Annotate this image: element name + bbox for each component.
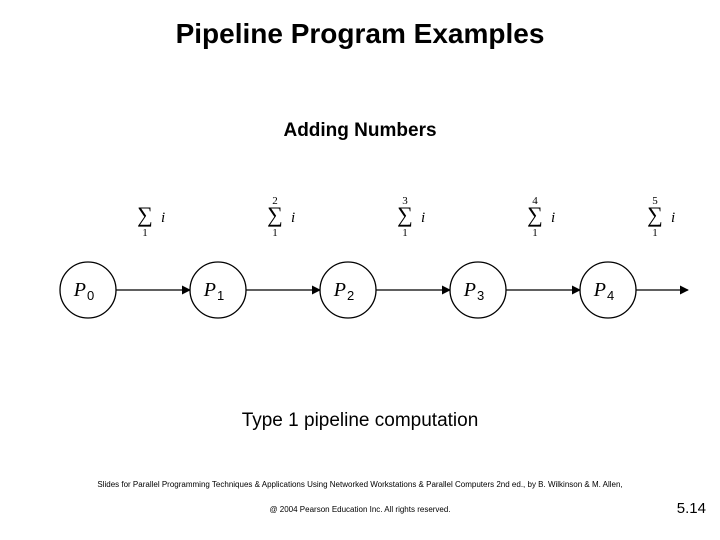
sigma-icon: ∑ (527, 202, 543, 227)
sigma-bottom: 1 (142, 227, 148, 239)
sigma-var: i (291, 210, 295, 226)
caption: Type 1 pipeline computation (0, 410, 720, 432)
subtitle: Adding Numbers (0, 120, 720, 142)
sigma-icon: ∑ (647, 202, 663, 227)
sigma-var: i (551, 210, 555, 226)
sigma-bottom: 1 (652, 227, 658, 239)
diagram-svg: P0P1P2P3P4∑1i2∑1i3∑1i4∑1i5∑1i (30, 190, 690, 340)
sigma-bottom: 1 (402, 227, 408, 239)
sigma-icon: ∑ (137, 202, 153, 227)
sigma-bottom: 1 (272, 227, 278, 239)
sigma-icon: ∑ (397, 202, 413, 227)
sigma-var: i (671, 210, 675, 226)
pipeline-diagram: P0P1P2P3P4∑1i2∑1i3∑1i4∑1i5∑1i (30, 190, 690, 340)
sigma-icon: ∑ (267, 202, 283, 227)
sigma-var: i (161, 210, 165, 226)
page-number: 5.14 (677, 500, 706, 517)
sigma-bottom: 1 (532, 227, 538, 239)
footer-line-2: @ 2004 Pearson Education Inc. All rights… (0, 505, 720, 514)
sigma-var: i (421, 210, 425, 226)
footer-line-1: Slides for Parallel Programming Techniqu… (0, 480, 720, 489)
page-title: Pipeline Program Examples (0, 18, 720, 50)
